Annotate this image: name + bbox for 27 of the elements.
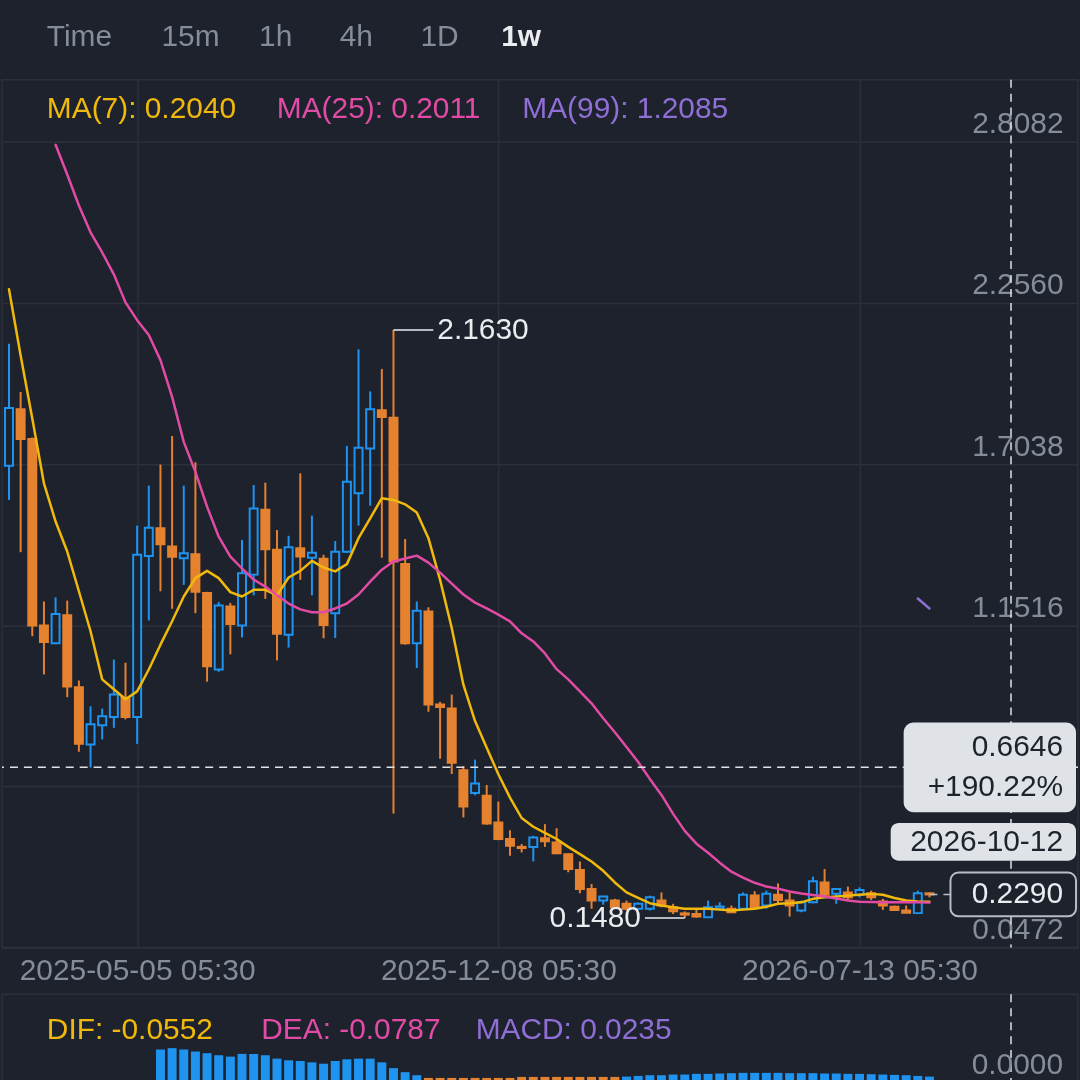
text: 4h bbox=[339, 18, 373, 52]
x-tick-label: 2026-07-13 05:30 bbox=[742, 952, 978, 986]
series-label: MACD: 0.0235 bbox=[475, 1012, 672, 1046]
x-tick-label: 2025-12-08 05:30 bbox=[380, 952, 617, 986]
y-tick-label: 2.2560 bbox=[972, 267, 1064, 301]
text: 1w bbox=[501, 18, 542, 52]
annotation: 2.1630 bbox=[437, 312, 529, 346]
legend-label: DEA: -0.0787 bbox=[261, 1012, 441, 1046]
text: MA(7): 0.2040 bbox=[46, 90, 237, 124]
y-tick-label: 1.1516 bbox=[972, 589, 1064, 623]
text: 15m bbox=[161, 18, 220, 52]
text: Time bbox=[46, 18, 113, 52]
y-tick-label: 1.7038 bbox=[972, 428, 1064, 462]
annotation: 0.1480 bbox=[549, 900, 641, 934]
text: MA(99): 1.2085 bbox=[522, 90, 729, 124]
ref-line-label: 2026-10-12 bbox=[910, 823, 1064, 857]
y-tick-label: 0.0472 bbox=[972, 912, 1064, 946]
annotation: +190.22% bbox=[927, 769, 1064, 803]
text: 1h bbox=[259, 18, 293, 52]
ref-line-label: 0.6646 bbox=[971, 729, 1064, 763]
legend-label: DIF: -0.0552 bbox=[46, 1012, 213, 1046]
annotation: 0.0000 bbox=[971, 1047, 1064, 1080]
ref-line-label: 0.2290 bbox=[971, 876, 1064, 910]
x-tick-label: 2025-05-05 05:30 bbox=[19, 952, 256, 986]
text: 1D bbox=[420, 18, 459, 52]
y-tick-label: 2.8082 bbox=[972, 106, 1064, 140]
text: MA(25): 0.2011 bbox=[276, 90, 481, 124]
